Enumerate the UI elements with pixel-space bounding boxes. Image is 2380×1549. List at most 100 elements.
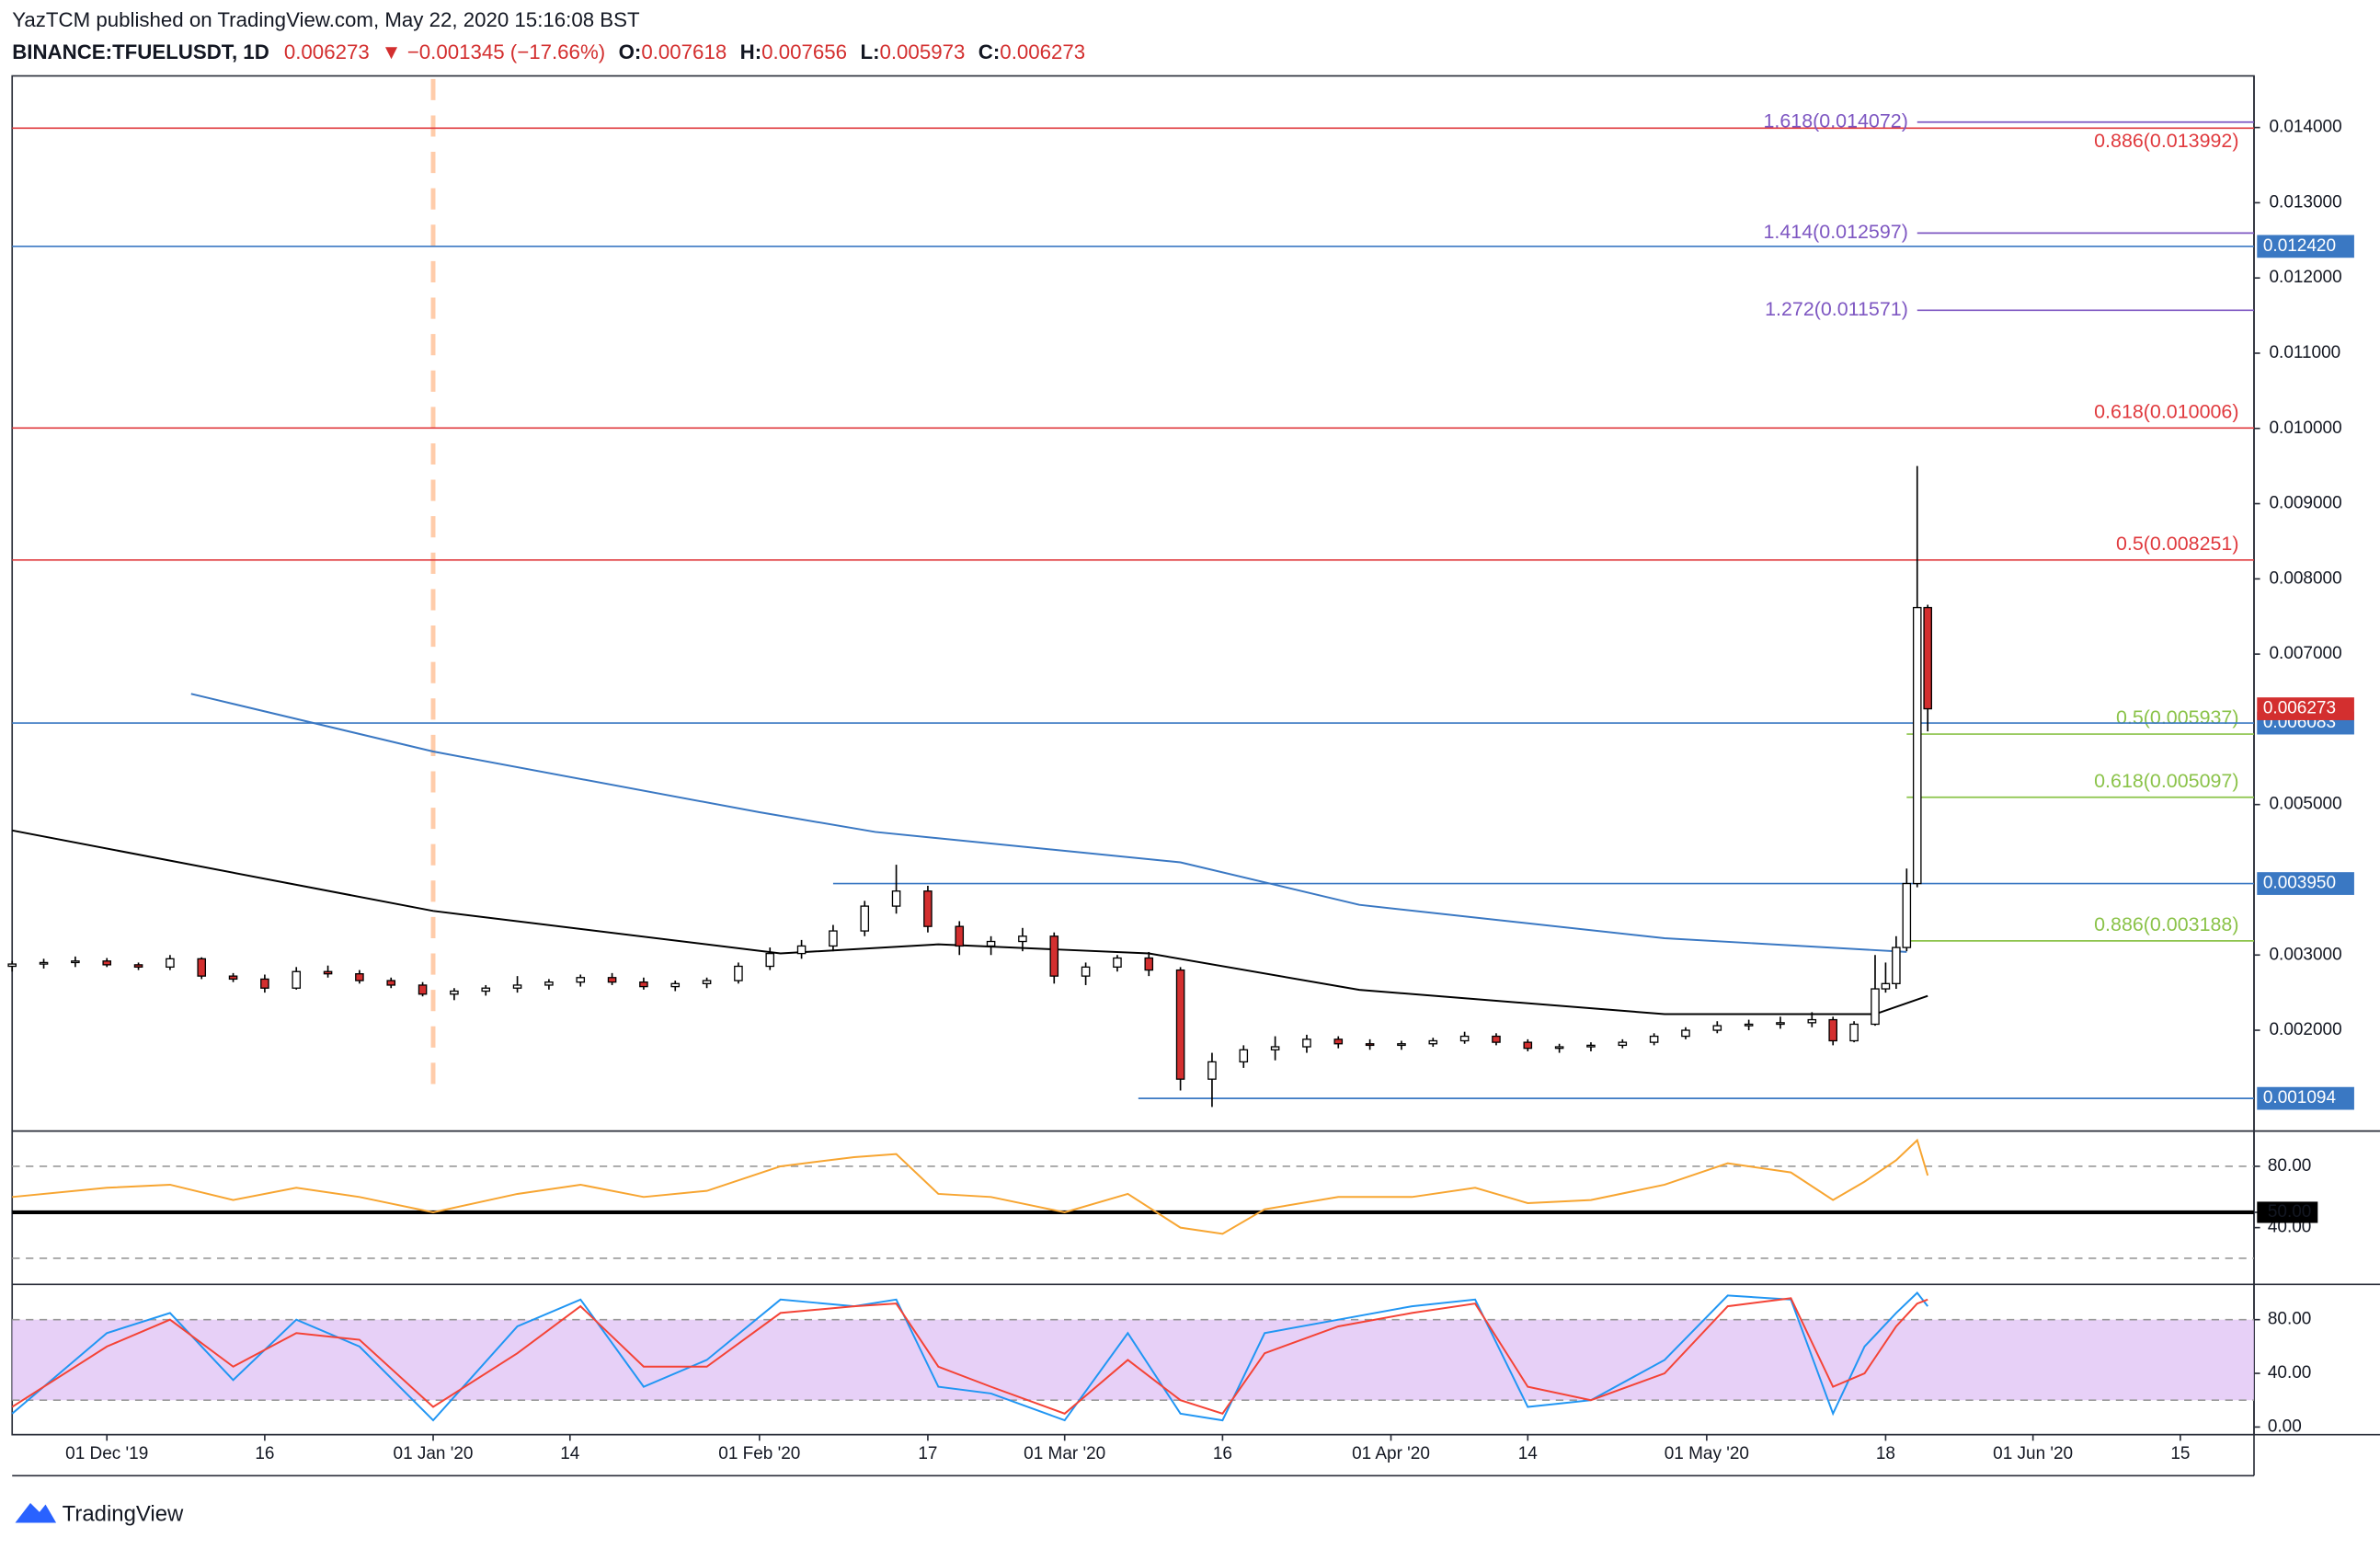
candle-body [292, 970, 302, 989]
candle-body [1776, 1022, 1785, 1026]
y-tick-label: 0.009000 [2270, 494, 2342, 513]
candle-body [1081, 966, 1091, 977]
indicator-line [11, 1297, 1928, 1415]
candle-body [418, 984, 428, 995]
x-tick-label: 16 [1213, 1444, 1232, 1463]
candle-body [544, 981, 554, 986]
candle-body [607, 977, 617, 983]
price-tag [2257, 1086, 2354, 1110]
candle-body [860, 905, 870, 932]
candle-body [1744, 1023, 1754, 1027]
ohlc-label: O: [619, 40, 642, 63]
y-tick-label: 0.007000 [2270, 644, 2342, 663]
x-tick-label: 01 Feb '20 [718, 1444, 800, 1463]
y-tick-label: 80.00 [2268, 1156, 2311, 1176]
y-tick-label: 0.005000 [2270, 795, 2342, 814]
candle-body [1849, 1023, 1859, 1042]
level-label: 0.886(0.003188) [2094, 913, 2238, 935]
candle-body [1397, 1043, 1406, 1047]
y-tick-label: 40.00 [2268, 1363, 2311, 1383]
level-label: 0.618(0.010006) [2094, 400, 2238, 422]
y-tick-label: 0.013000 [2270, 192, 2342, 212]
y-tick-label: 0.014000 [2270, 118, 2342, 137]
x-tick-label: 18 [1876, 1444, 1895, 1463]
candle-body [1681, 1029, 1690, 1038]
ohlc-value: 0.005973 [879, 40, 965, 63]
indicator-line [11, 1291, 1928, 1422]
candle-body [1923, 606, 1932, 710]
candle-body [1649, 1035, 1659, 1043]
y-tick-label: 0.010000 [2270, 419, 2342, 438]
candle-body [260, 978, 269, 989]
ohlc-label: H: [740, 40, 762, 63]
candle-body [1902, 882, 1912, 948]
candle-body [1586, 1044, 1596, 1048]
price-tag-label: 0.012420 [2263, 236, 2336, 256]
tradingview-logo: TradingView [15, 1502, 184, 1527]
candle-body [986, 940, 996, 947]
candle-body [323, 970, 333, 975]
candle-body [1912, 606, 1922, 885]
ohlc-value: 0.007618 [641, 40, 727, 63]
y-tick-box [2257, 1201, 2318, 1223]
level-label: 1.414(0.012597) [1764, 221, 1908, 243]
x-tick-label: 16 [255, 1444, 274, 1463]
candle-body [955, 925, 965, 947]
candle-body [1175, 969, 1185, 1080]
indicator-line [12, 1138, 1929, 1235]
level-label: 0.886(0.013992) [2094, 130, 2238, 152]
candle-body [1428, 1039, 1438, 1045]
price-tag-label: 0.003950 [2263, 874, 2336, 893]
price-tag-label: 0.006273 [2263, 699, 2336, 718]
price-tag [2257, 872, 2354, 895]
candle-body [1492, 1035, 1501, 1043]
level-label: 0.5(0.008251) [2116, 533, 2239, 555]
candle-body [7, 963, 17, 968]
level-label: 1.618(0.014072) [1764, 109, 1908, 132]
x-tick-label: 14 [560, 1444, 579, 1463]
candle-body [891, 890, 901, 907]
y-tick-label: 0.00 [2268, 1417, 2302, 1436]
symbol-line: BINANCE:TFUELUSDT, 1D 0.006273 ▼ −0.0013… [12, 40, 1085, 63]
candle-body [1618, 1041, 1628, 1047]
y-tick-label: 80.00 [2268, 1310, 2311, 1329]
candle-body [71, 960, 80, 964]
price-tag [2257, 697, 2354, 720]
last-price: 0.006273 [284, 40, 370, 63]
candle-body [1333, 1038, 1344, 1045]
candle-body [355, 973, 364, 981]
y-tick-label: 0.011000 [2270, 343, 2341, 362]
price-tag-label: 0.001094 [2263, 1088, 2336, 1107]
candle-body [133, 964, 143, 968]
candle-body [1892, 947, 1901, 984]
candle-body [450, 990, 459, 995]
x-tick-label: 01 Apr '20 [1352, 1444, 1430, 1463]
symbol: BINANCE:TFUELUSDT, 1D [12, 40, 269, 63]
candle-body [1302, 1038, 1311, 1048]
indicator-band [12, 1319, 2254, 1401]
x-tick-label: 14 [1518, 1444, 1538, 1463]
candle-body [1144, 957, 1154, 971]
candle-body [765, 952, 775, 968]
y-tick-label: 0.008000 [2270, 568, 2342, 588]
published-line: YazTCM published on TradingView.com, May… [12, 8, 640, 31]
price-tag [2257, 235, 2354, 258]
candle-body [1712, 1025, 1722, 1031]
y-tick-label: 0.003000 [2270, 945, 2342, 964]
price-change: ▼ −0.001345 (−17.66%) [382, 40, 606, 63]
candle-body [670, 982, 681, 988]
candle-body [1365, 1043, 1375, 1047]
candle-body [39, 961, 49, 965]
candle-body [386, 980, 396, 986]
candle-body [481, 987, 491, 993]
candle-body [923, 890, 933, 927]
candle-body [702, 980, 712, 984]
candle-body [576, 977, 586, 983]
candle-body [796, 945, 807, 955]
candle-body [1270, 1046, 1280, 1050]
x-tick-label: 01 Dec '19 [65, 1444, 148, 1463]
moving-average [190, 693, 1907, 953]
candle-body [512, 984, 522, 989]
